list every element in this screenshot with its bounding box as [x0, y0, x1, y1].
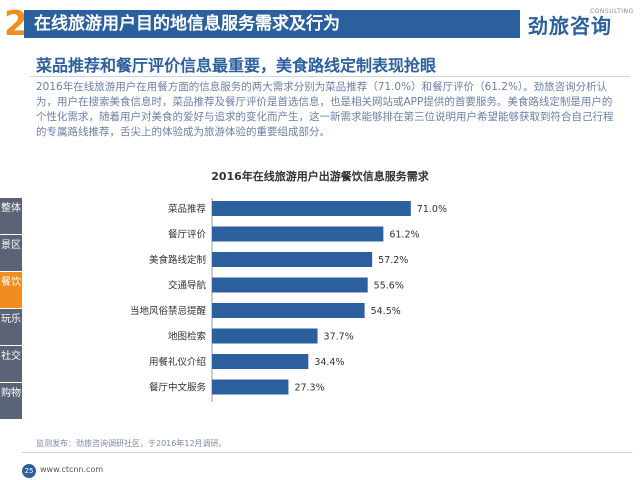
bar: [212, 201, 411, 216]
value-label: 57.2%: [378, 255, 408, 266]
chart-title: 2016年在线旅游用户出游餐饮信息服务需求: [211, 170, 429, 183]
sidebar-item-label: 购物: [1, 388, 21, 399]
bar: [212, 252, 373, 267]
value-label: 55.6%: [374, 281, 404, 292]
sidebar-item-label: 餐饮: [1, 277, 21, 288]
bar: [212, 226, 384, 242]
sidebar-item-label: 玩乐: [1, 314, 21, 325]
page-title: 在线旅游用户目的地信息服务需求及行为: [34, 14, 340, 34]
sidebar-item-entertainment[interactable]: 玩乐: [0, 309, 22, 345]
sidebar-item-social[interactable]: 社交: [0, 346, 22, 382]
value-label: 34.4%: [314, 357, 344, 368]
value-label: 37.7%: [324, 332, 354, 343]
subheading: 菜品推荐和餐厅评价信息最重要，美食路线定制表现抢眼: [36, 56, 437, 75]
page-number: 25: [22, 464, 36, 478]
category-label: 交通导航: [168, 280, 207, 292]
bar: [212, 328, 318, 344]
bar: [212, 379, 289, 395]
category-label: 餐厅评价: [168, 229, 207, 241]
category-label: 地图检索: [168, 331, 206, 343]
logo-subtext: CONSULTING: [590, 8, 634, 15]
bar: [212, 303, 365, 318]
category-label: 菜品推荐: [168, 203, 207, 215]
divider: [30, 76, 630, 77]
value-label: 27.3%: [294, 383, 324, 394]
sidebar-item-shopping[interactable]: 购物: [0, 383, 22, 419]
brand-logo: 劲旅咨询 CONSULTING: [528, 8, 636, 40]
website-link[interactable]: www.ctcnn.com: [40, 465, 104, 474]
header: 2 在线旅游用户目的地信息服务需求及行为 劲旅咨询 CONSULTING: [0, 0, 640, 48]
value-label: 54.5%: [371, 306, 401, 317]
sidebar-item-overall[interactable]: 整体: [0, 198, 22, 234]
source-note: 监测发布：劲旅咨询调研社区，于2016年12月调研。: [36, 439, 227, 448]
sidebar-item-scenic[interactable]: 景区: [0, 235, 22, 271]
section-number: 2: [4, 4, 28, 44]
category-label: 美食路线定制: [149, 254, 206, 266]
bar: [212, 277, 368, 293]
footer-divider: [22, 452, 632, 453]
sidebar-item-dining[interactable]: 餐饮: [0, 272, 22, 308]
bar: [212, 354, 309, 369]
value-label: 61.2%: [389, 230, 419, 241]
sidebar-item-label: 社交: [1, 351, 21, 362]
category-label: 用餐礼仪介绍: [149, 356, 206, 368]
category-label: 当地风俗禁忌提醒: [130, 305, 207, 317]
value-label: 71.0%: [417, 204, 447, 215]
logo-text: 劲旅咨询: [528, 14, 612, 38]
category-label: 餐厅中文服务: [149, 382, 207, 394]
sidebar-item-label: 整体: [1, 203, 21, 214]
sidebar-item-label: 景区: [1, 240, 21, 251]
description-paragraph: 2016年在线旅游用户在用餐方面的信息服务的两大需求分别为菜品推荐（71.0%）…: [36, 81, 614, 138]
title-bar: [24, 10, 520, 38]
footer: 25 www.ctcnn.com: [0, 462, 640, 480]
